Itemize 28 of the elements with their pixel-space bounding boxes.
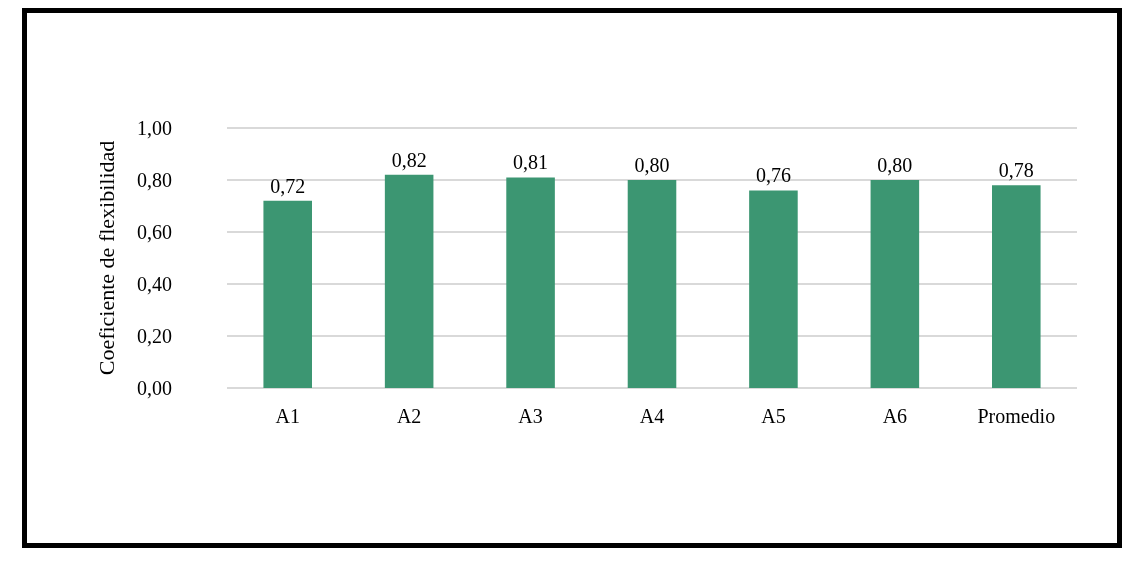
y-tick-label: 1,00: [137, 117, 172, 139]
bar: [384, 174, 434, 388]
x-tick-label: A4: [639, 405, 665, 427]
x-tick-label: A2: [396, 405, 422, 427]
bar: [506, 177, 555, 388]
data-label: 0,80: [877, 154, 913, 176]
y-axis-title: Coeficiente de flexibilidad: [93, 140, 119, 376]
x-tick-label: Promedio: [977, 405, 1056, 427]
bar: [870, 180, 920, 388]
data-label: 0,81: [513, 151, 549, 174]
y-tick-label: 0,40: [137, 273, 172, 295]
y-tick-label: 0,00: [137, 377, 172, 399]
y-tick-label: 0,20: [137, 325, 172, 347]
bar: [627, 180, 677, 388]
data-label: 0,72: [270, 174, 306, 197]
x-tick-label: A6: [882, 405, 908, 427]
data-label: 0,78: [998, 159, 1034, 182]
x-tick-label: A3: [518, 405, 543, 427]
bar: [992, 185, 1041, 388]
data-label: 0,80: [634, 154, 670, 176]
bar: [749, 190, 798, 388]
x-tick-label: A1: [275, 405, 300, 427]
bar: [263, 200, 312, 388]
data-label: 0,76: [755, 164, 791, 187]
data-label: 0,82: [391, 148, 427, 171]
x-tick-label: A5: [761, 405, 786, 427]
y-tick-label: 0,80: [137, 169, 172, 191]
y-tick-label: 0,60: [137, 221, 172, 243]
